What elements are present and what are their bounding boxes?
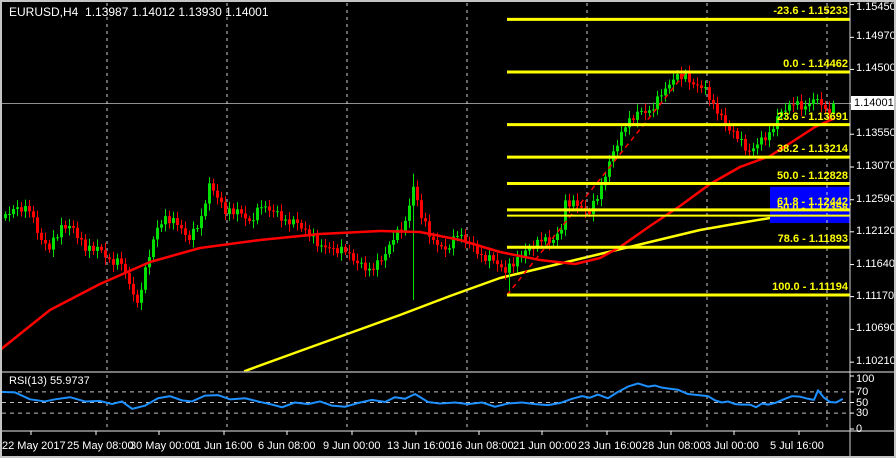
rsi-scale-label: 0: [856, 423, 863, 435]
price-axis-label: 1.10210: [856, 355, 896, 368]
axis-ticks: [30, 4, 854, 435]
chart-title: EURUSD,H4 1.13987 1.14012 1.13930 1.1400…: [9, 5, 269, 19]
time-axis-label: 3 Jul 00:00: [705, 440, 759, 452]
price-axis-label: 1.13550: [856, 127, 896, 140]
price-axis-label: 1.13070: [856, 159, 896, 172]
rsi-scale-label: 30: [856, 407, 869, 420]
price-axis-label: 1.11170: [856, 289, 895, 302]
price-axis[interactable]: 1.15450 1.14970 1.14500 1.13550 1.13070 1.125…: [850, 0, 896, 458]
time-axis-label: 13 Jun 16:00: [387, 440, 451, 452]
rsi-scale-label: 70: [856, 385, 869, 398]
price-axis-label: 1.12120: [856, 224, 896, 237]
rsi-scale-label: 100: [856, 373, 875, 385]
time-axis-label: 6 Jun 08:00: [258, 440, 316, 452]
time-axis-label: 5 Jul 16:00: [770, 440, 824, 452]
price-axis-label: 1.14970: [856, 30, 896, 43]
price-axis-label: 1.12590: [856, 192, 896, 205]
time-axis[interactable]: 22 May 2017 25 May 08:00 30 May 00:00 1 Jun…: [0, 431, 896, 458]
price-axis-label: 1.14500: [856, 62, 896, 75]
candlesticks: [4, 65, 835, 311]
time-axis-label: 9 Jun 00:00: [323, 440, 381, 452]
price-axis-label: 1.11640: [856, 257, 895, 270]
ma-slow-line: [243, 202, 852, 373]
consolidation-rectangle: [770, 186, 850, 223]
time-axis-label: 30 May 00:00: [130, 440, 197, 452]
fib-level-lines: [507, 17, 850, 297]
price-axis-label: 1.15450: [856, 1, 896, 13]
rsi-scale-label: 50: [856, 396, 869, 409]
price-axis-label: 1.10690: [856, 322, 896, 335]
rsi-line: [0, 382, 843, 410]
ma-fast-line: [0, 117, 835, 352]
fib-anchor-line: [506, 71, 687, 296]
rsi-levels: [2, 391, 850, 414]
time-axis-label: 16 Jun 08:00: [450, 440, 514, 452]
time-axis-label: 21 Jun 00:00: [513, 440, 577, 452]
time-axis-label: 25 May 08:00: [67, 440, 134, 452]
rsi-indicator-label: RSI(13) 55.9737: [9, 375, 90, 387]
current-price-box: 1.14001: [851, 96, 896, 110]
time-axis-label: 1 Jun 16:00: [195, 440, 253, 452]
time-axis-label: 28 Jun 08:00: [642, 440, 706, 452]
time-axis-label: 22 May 2017: [2, 440, 66, 452]
time-axis-label: 23 Jun 16:00: [578, 440, 642, 452]
